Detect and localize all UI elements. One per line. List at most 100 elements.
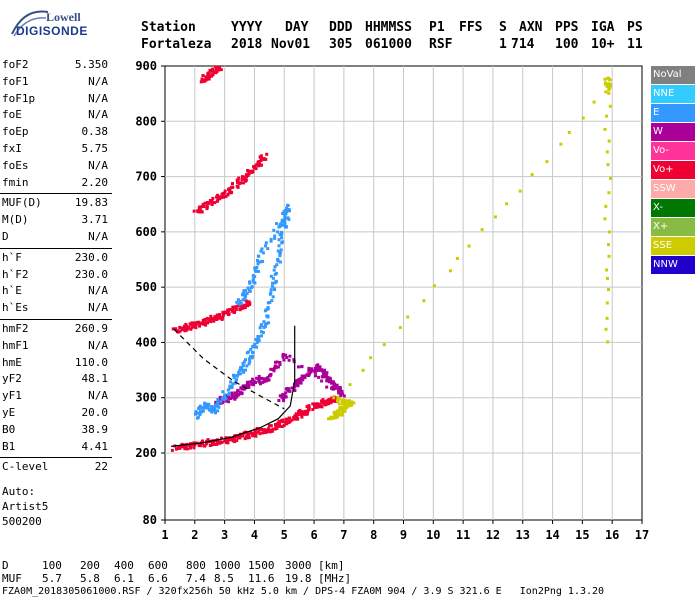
echo-point: [236, 374, 239, 378]
echo-point: [254, 269, 258, 273]
echo-point: [253, 281, 257, 285]
echo-point: [201, 409, 205, 413]
echo-point: [229, 397, 232, 400]
echo-point: [275, 222, 278, 226]
echo-point: [286, 418, 290, 422]
echo-point: [259, 159, 263, 163]
echo-point: [230, 395, 234, 399]
echo-point: [213, 201, 217, 205]
echo-point: [313, 371, 317, 375]
echo-point: [231, 439, 235, 443]
second-hop-profile-line: [173, 328, 285, 410]
echo-point: [201, 202, 205, 206]
echo-point: [276, 249, 280, 253]
echo-point: [248, 301, 252, 305]
echo-point: [219, 440, 223, 444]
echo-point: [332, 396, 336, 400]
echo-point: [253, 343, 257, 347]
echo-point: [245, 364, 249, 368]
echo-point: [269, 274, 273, 278]
echo-point: [214, 400, 218, 404]
echo-point: [278, 394, 282, 398]
echo-point: [332, 383, 336, 387]
echo-point: [254, 431, 258, 435]
echo-point: [194, 326, 198, 330]
echo-point: [187, 326, 191, 330]
param-value: 230.0: [74, 267, 108, 281]
echo-point: [241, 362, 245, 365]
echo-point: [256, 338, 260, 341]
echo-point: [275, 263, 279, 267]
echo-point: [280, 218, 284, 222]
header-value-9: 100: [555, 37, 579, 52]
echo-point: [213, 408, 217, 412]
echo-point: [257, 374, 261, 378]
echo-point: [177, 446, 181, 450]
auto-label: Auto:: [2, 485, 36, 498]
param-label: yF2: [2, 372, 22, 386]
param-label: fxI: [2, 142, 22, 155]
echo-point: [293, 389, 297, 392]
echo-point: [238, 368, 242, 372]
echo-point: [329, 399, 333, 403]
echo-point: [277, 244, 281, 248]
echo-point: [242, 360, 246, 364]
echo-point: [196, 415, 200, 419]
echo-point: [352, 401, 356, 405]
echo-point: [204, 406, 208, 410]
param-value: N/A: [88, 108, 108, 122]
echo-point: [603, 77, 607, 81]
echo-point: [348, 383, 352, 387]
header-label-4: HHMMSS: [365, 20, 412, 35]
echo-point: [203, 403, 207, 407]
echo-point: [274, 424, 278, 428]
echo-point: [176, 330, 180, 334]
echo-point: [321, 398, 325, 402]
echo-point: [317, 375, 321, 379]
param-value: N/A: [88, 230, 108, 243]
echo-point: [217, 68, 221, 72]
echo-point: [204, 75, 208, 79]
echo-point: [338, 386, 342, 389]
echo-point: [201, 439, 204, 443]
echo-point: [249, 286, 253, 290]
echo-point: [467, 244, 471, 248]
echo-point: [237, 370, 241, 374]
echo-point: [210, 202, 214, 206]
echo-point: [214, 315, 218, 319]
echo-point: [191, 324, 194, 328]
echo-point: [226, 438, 230, 442]
echo-point: [330, 386, 334, 389]
echo-point: [269, 239, 273, 243]
echo-point: [328, 416, 332, 420]
echo-point: [346, 402, 349, 406]
echo-point: [406, 315, 410, 319]
echo-point: [232, 436, 236, 440]
echo-point: [330, 396, 334, 400]
echo-point: [241, 306, 245, 309]
echo-point: [181, 326, 185, 330]
param-value: 22: [94, 460, 108, 474]
echo-point: [307, 404, 311, 408]
echo-point: [234, 396, 238, 399]
param-value: 3.71: [81, 213, 109, 227]
echo-point: [339, 394, 343, 398]
echo-point: [210, 199, 214, 203]
echo-point: [605, 150, 609, 154]
echo-point: [345, 405, 349, 409]
param-label: M(D): [2, 213, 29, 227]
echo-point: [567, 131, 571, 134]
echo-point: [337, 402, 341, 406]
echo-point: [217, 316, 221, 320]
echo-point: [307, 408, 311, 412]
echo-point: [251, 277, 255, 281]
param-label: yE: [2, 406, 16, 419]
echo-point: [242, 387, 246, 391]
echo-point: [242, 370, 246, 374]
echo-point: [258, 427, 262, 431]
echo-point: [314, 374, 317, 378]
param-row: h`Es N/A: [0, 301, 112, 317]
echo-point: [302, 376, 306, 379]
header-label-1: YYYY: [231, 20, 263, 35]
echo-point: [480, 228, 484, 232]
